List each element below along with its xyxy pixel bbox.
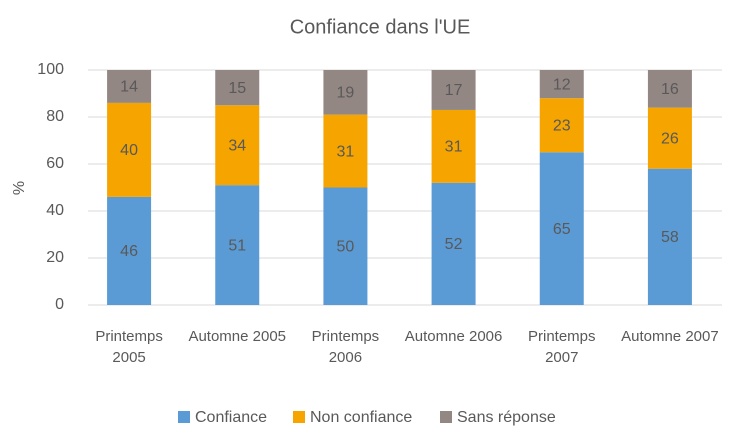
y-tick-label: 0 (55, 296, 64, 313)
legend-swatch (178, 411, 190, 423)
x-tick-label: Automne 2006 (404, 328, 503, 345)
legend-label: Sans réponse (457, 409, 556, 426)
bar-segment (539, 152, 584, 305)
legend-label: Confiance (195, 409, 267, 426)
bar-segment (431, 182, 476, 305)
data-label: 19 (337, 85, 355, 102)
x-tick-label: Printemps 2005 (95, 328, 163, 366)
bar-segment (215, 70, 260, 106)
data-label: 17 (445, 82, 463, 99)
bar-segment (215, 185, 260, 305)
data-label: 52 (445, 236, 463, 253)
x-tick-label: Automne 2005 (188, 328, 287, 345)
chart-title: Confiance dans l'UE (290, 16, 471, 38)
data-label: 34 (228, 137, 246, 154)
data-label: 46 (120, 243, 138, 260)
bar-segment (323, 114, 368, 188)
x-tick-label: Printemps 2007 (527, 328, 596, 366)
data-label: 16 (661, 81, 679, 98)
data-label: 31 (337, 143, 355, 160)
bar-segment (647, 107, 692, 169)
data-label: 26 (661, 130, 679, 147)
data-label: 15 (228, 80, 246, 97)
bar-segment (647, 70, 692, 108)
bar-segment (215, 105, 260, 186)
legend-swatch (293, 411, 305, 423)
data-label: 40 (120, 142, 138, 159)
bar-segment (431, 70, 476, 110)
y-tick-label: 40 (46, 202, 64, 219)
data-label: 12 (553, 76, 571, 93)
bar-segment (539, 98, 584, 153)
bar-segment (323, 187, 368, 305)
legend-swatch (440, 411, 452, 423)
y-axis-label: % (11, 181, 28, 195)
bar-segment (539, 70, 584, 99)
bar-segment (323, 70, 368, 115)
bar-segment (107, 196, 152, 305)
data-label: 14 (120, 79, 138, 96)
bar-segment (431, 109, 476, 183)
data-label: 65 (553, 221, 571, 238)
legend-label: Non confiance (310, 409, 412, 426)
y-tick-label: 60 (46, 155, 64, 172)
y-tick-label: 100 (37, 61, 64, 78)
x-tick-label: Automne 2007 (621, 328, 719, 345)
data-label: 50 (337, 238, 355, 255)
data-label: 31 (445, 139, 463, 156)
bar-segment (107, 70, 152, 103)
y-tick-label: 80 (46, 108, 64, 125)
data-label: 51 (228, 237, 246, 254)
data-label: 23 (553, 117, 571, 134)
x-tick-label: Printemps 2006 (311, 328, 380, 366)
bar-segment (647, 168, 692, 305)
data-label: 58 (661, 229, 679, 246)
y-tick-label: 20 (46, 249, 64, 266)
bar-segment (107, 102, 152, 197)
